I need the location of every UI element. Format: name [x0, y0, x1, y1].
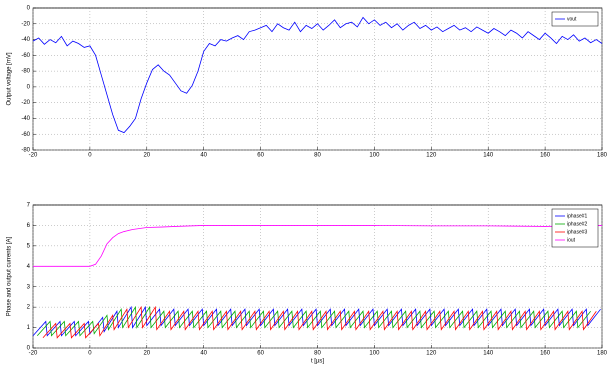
y-tick-label: 2 — [27, 305, 31, 311]
y-tick-label: -60 — [21, 53, 30, 59]
x-tick-label: 20 — [143, 351, 150, 357]
x-tick-label: 40 — [200, 153, 207, 159]
legend-label: vout — [567, 16, 577, 22]
x-axis-label: t [µs] — [311, 359, 324, 365]
x-tick-label: 160 — [540, 351, 551, 357]
x-tick-label: 0 — [88, 351, 92, 357]
data-line — [32, 16, 603, 134]
y-tick-label: 1 — [27, 325, 31, 331]
plot-area — [32, 7, 603, 151]
y-axis-label: Output voltage [mV] — [7, 52, 13, 105]
y-tick-label: 3 — [27, 284, 31, 290]
legend-label: iphase#1 — [567, 213, 588, 219]
x-tick-label: 60 — [257, 153, 264, 159]
x-tick-label: -20 — [29, 351, 38, 357]
y-tick-label: -40 — [21, 37, 30, 43]
x-tick-label: 60 — [257, 351, 264, 357]
legend-label: iout — [567, 237, 576, 243]
y-tick-label: -40 — [21, 116, 30, 122]
x-tick-label: 140 — [483, 351, 494, 357]
data-line — [33, 225, 603, 267]
x-tick-label: 20 — [143, 153, 150, 159]
legend-label: iphase#2 — [567, 221, 588, 227]
y-tick-label: -80 — [21, 69, 30, 75]
x-tick-label: 80 — [314, 351, 321, 357]
legend-box — [551, 11, 599, 27]
x-tick-label: 120 — [426, 351, 437, 357]
x-tick-label: 160 — [540, 153, 551, 159]
x-tick-label: 180 — [597, 153, 608, 159]
y-axis-label: Phase and output currents [A] — [7, 236, 13, 316]
data-line — [32, 305, 601, 337]
y-tick-label: 0 — [27, 346, 31, 352]
x-tick-label: 100 — [369, 351, 380, 357]
y-tick-label: 0 — [27, 84, 31, 90]
legend-box — [551, 208, 599, 248]
y-tick-label: 0 — [27, 6, 31, 12]
y-tick-label: 7 — [27, 203, 31, 209]
y-tick-label: 4 — [27, 264, 31, 270]
data-line — [36, 305, 591, 337]
y-tick-label: -20 — [21, 21, 30, 27]
y-tick-label: -80 — [21, 148, 30, 154]
x-tick-label: 180 — [597, 351, 608, 357]
data-line — [42, 305, 597, 339]
x-tick-label: 80 — [314, 153, 321, 159]
x-tick-label: 40 — [200, 351, 207, 357]
x-tick-label: -20 — [29, 153, 38, 159]
y-tick-label: 6 — [27, 223, 31, 229]
y-tick-label: 5 — [27, 243, 31, 249]
x-tick-label: 100 — [369, 153, 380, 159]
x-tick-label: 140 — [483, 153, 494, 159]
legend-label: iphase#3 — [567, 229, 588, 235]
y-tick-label: -20 — [21, 100, 30, 106]
x-tick-label: 120 — [426, 153, 437, 159]
x-tick-label: 0 — [88, 153, 92, 159]
y-tick-label: -60 — [21, 132, 30, 138]
